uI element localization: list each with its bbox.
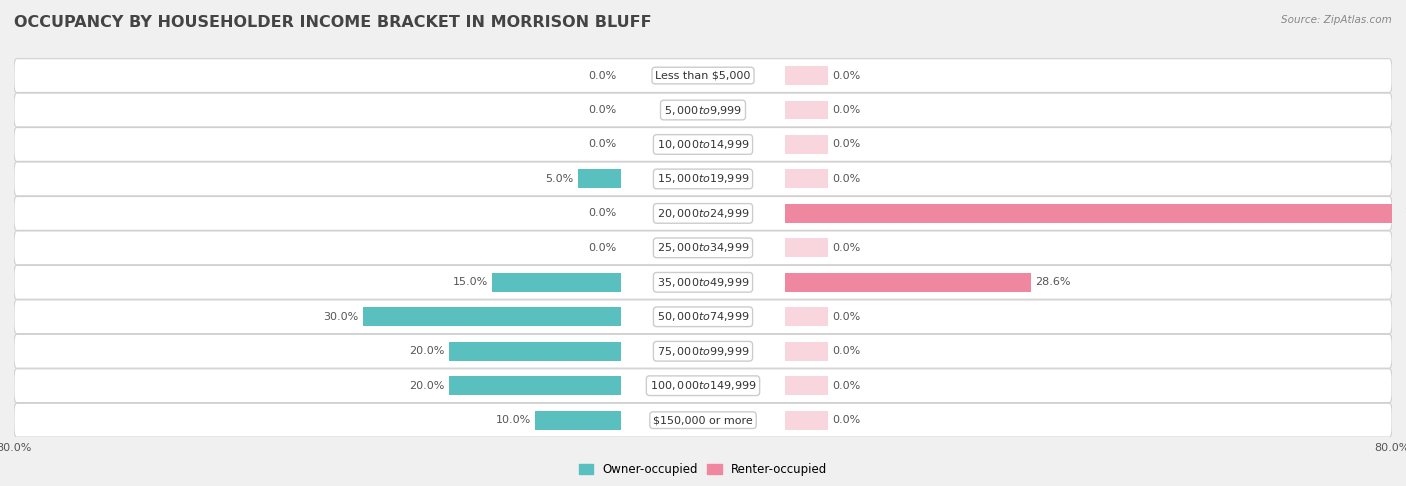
Text: 0.0%: 0.0% (832, 105, 860, 115)
Bar (785, 135, 828, 154)
Text: 0.0%: 0.0% (832, 243, 860, 253)
Text: $25,000 to $34,999: $25,000 to $34,999 (657, 242, 749, 254)
Bar (578, 170, 621, 189)
Bar (449, 376, 621, 395)
Bar (785, 342, 828, 361)
Text: 0.0%: 0.0% (832, 381, 860, 391)
Text: 5.0%: 5.0% (546, 174, 574, 184)
FancyBboxPatch shape (14, 162, 1392, 196)
Text: 15.0%: 15.0% (453, 278, 488, 287)
Text: $35,000 to $49,999: $35,000 to $49,999 (657, 276, 749, 289)
Text: 0.0%: 0.0% (832, 174, 860, 184)
Bar (785, 376, 828, 395)
FancyBboxPatch shape (14, 403, 1392, 437)
Text: 0.0%: 0.0% (832, 415, 860, 425)
Text: 0.0%: 0.0% (832, 70, 860, 81)
Text: 0.0%: 0.0% (832, 346, 860, 356)
Text: 10.0%: 10.0% (495, 415, 531, 425)
Text: 20.0%: 20.0% (409, 381, 444, 391)
Text: 20.0%: 20.0% (409, 346, 444, 356)
FancyBboxPatch shape (14, 369, 1392, 402)
FancyBboxPatch shape (14, 300, 1392, 334)
Text: 0.0%: 0.0% (589, 70, 617, 81)
Bar (785, 101, 828, 120)
Text: $75,000 to $99,999: $75,000 to $99,999 (657, 345, 749, 358)
Text: 0.0%: 0.0% (589, 243, 617, 253)
Text: 30.0%: 30.0% (323, 312, 359, 322)
Text: Less than $5,000: Less than $5,000 (655, 70, 751, 81)
Bar (785, 204, 1400, 223)
Bar (363, 307, 621, 326)
Text: 0.0%: 0.0% (589, 139, 617, 150)
Text: $15,000 to $19,999: $15,000 to $19,999 (657, 173, 749, 186)
Text: $20,000 to $24,999: $20,000 to $24,999 (657, 207, 749, 220)
Bar (492, 273, 621, 292)
Text: $100,000 to $149,999: $100,000 to $149,999 (650, 379, 756, 392)
Text: 0.0%: 0.0% (589, 105, 617, 115)
Text: 0.0%: 0.0% (589, 208, 617, 218)
FancyBboxPatch shape (14, 128, 1392, 161)
Bar (785, 273, 1031, 292)
Text: $10,000 to $14,999: $10,000 to $14,999 (657, 138, 749, 151)
Legend: Owner-occupied, Renter-occupied: Owner-occupied, Renter-occupied (574, 458, 832, 481)
Text: $50,000 to $74,999: $50,000 to $74,999 (657, 310, 749, 323)
Text: 71.4%: 71.4% (1405, 208, 1406, 218)
Bar (785, 239, 828, 258)
Bar (785, 170, 828, 189)
FancyBboxPatch shape (14, 265, 1392, 299)
Text: 0.0%: 0.0% (832, 312, 860, 322)
FancyBboxPatch shape (14, 196, 1392, 230)
Bar (536, 411, 621, 430)
Text: 0.0%: 0.0% (832, 139, 860, 150)
Text: Source: ZipAtlas.com: Source: ZipAtlas.com (1281, 15, 1392, 25)
Bar (785, 307, 828, 326)
FancyBboxPatch shape (14, 231, 1392, 265)
FancyBboxPatch shape (14, 334, 1392, 368)
Text: $150,000 or more: $150,000 or more (654, 415, 752, 425)
Text: OCCUPANCY BY HOUSEHOLDER INCOME BRACKET IN MORRISON BLUFF: OCCUPANCY BY HOUSEHOLDER INCOME BRACKET … (14, 15, 652, 30)
Text: $5,000 to $9,999: $5,000 to $9,999 (664, 104, 742, 117)
FancyBboxPatch shape (14, 93, 1392, 127)
Bar (785, 66, 828, 85)
Text: 28.6%: 28.6% (1035, 278, 1071, 287)
Bar (785, 411, 828, 430)
FancyBboxPatch shape (14, 59, 1392, 92)
Bar (449, 342, 621, 361)
